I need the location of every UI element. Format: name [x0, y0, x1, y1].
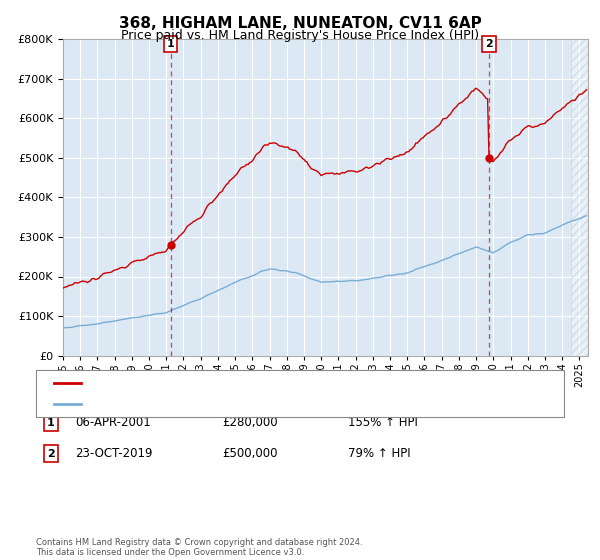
- Text: 368, HIGHAM LANE, NUNEATON, CV11 6AP: 368, HIGHAM LANE, NUNEATON, CV11 6AP: [119, 16, 481, 31]
- Text: 23-OCT-2019: 23-OCT-2019: [75, 447, 152, 460]
- Text: Price paid vs. HM Land Registry's House Price Index (HPI): Price paid vs. HM Land Registry's House …: [121, 29, 479, 42]
- Text: £280,000: £280,000: [222, 416, 278, 430]
- Text: 2: 2: [47, 449, 55, 459]
- Text: £500,000: £500,000: [222, 447, 277, 460]
- Text: 1: 1: [167, 39, 175, 49]
- Text: 79% ↑ HPI: 79% ↑ HPI: [348, 447, 410, 460]
- Text: 06-APR-2001: 06-APR-2001: [75, 416, 151, 430]
- Text: HPI: Average price, detached house, Nuneaton and Bedworth: HPI: Average price, detached house, Nune…: [87, 399, 407, 409]
- Text: Contains HM Land Registry data © Crown copyright and database right 2024.
This d: Contains HM Land Registry data © Crown c…: [36, 538, 362, 557]
- Text: 155% ↑ HPI: 155% ↑ HPI: [348, 416, 418, 430]
- Bar: [571, 39, 588, 356]
- Text: 2: 2: [485, 39, 493, 49]
- Text: 1: 1: [47, 418, 55, 428]
- Text: 368, HIGHAM LANE, NUNEATON, CV11 6AP (detached house): 368, HIGHAM LANE, NUNEATON, CV11 6AP (de…: [87, 378, 404, 388]
